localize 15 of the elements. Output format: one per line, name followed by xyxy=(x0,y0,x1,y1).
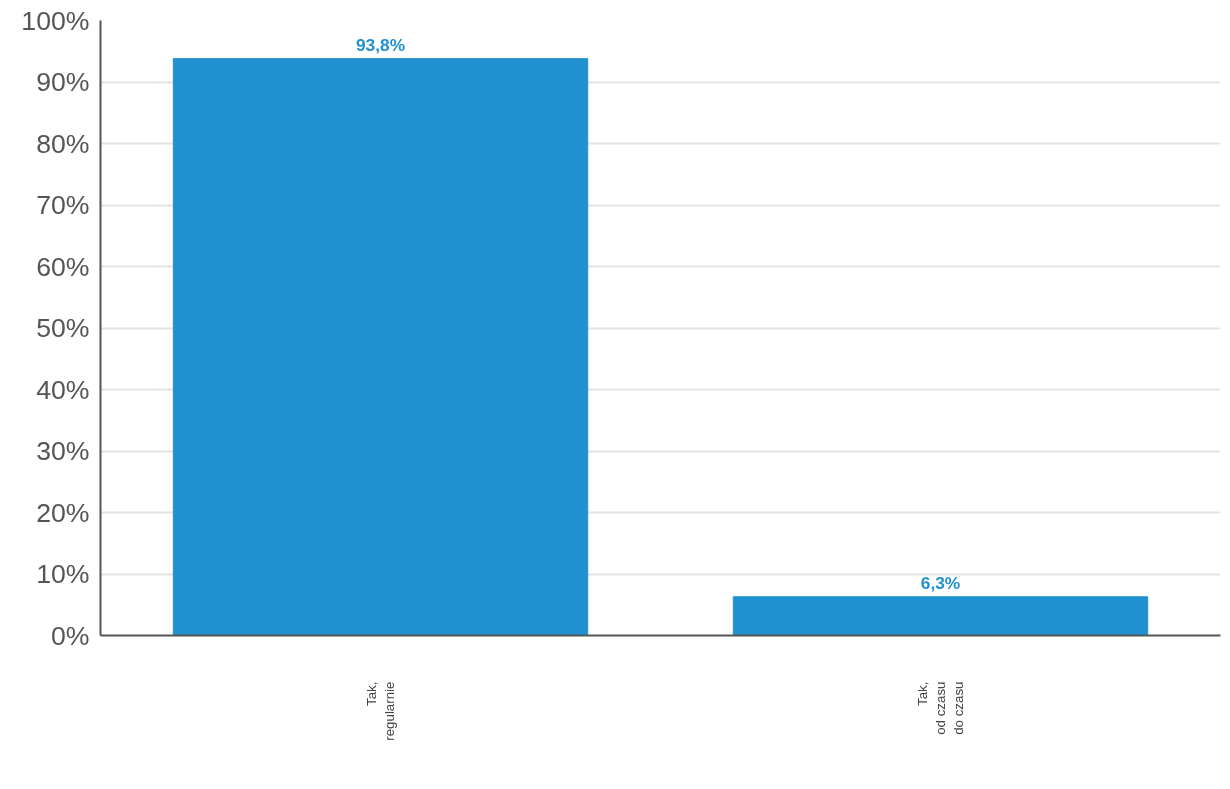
y-tick-label: 0% xyxy=(50,620,90,651)
y-tick-label: 20% xyxy=(36,497,90,528)
y-tick-label: 100% xyxy=(21,5,90,36)
y-tick-label: 80% xyxy=(36,128,90,159)
x-tick-label: Tak, od czasu do czasu xyxy=(915,681,966,735)
y-tick-label: 30% xyxy=(36,436,90,466)
y-tick-label: 90% xyxy=(36,67,90,97)
data-label: 6,3% xyxy=(920,572,961,593)
x-tick-label: Tak, regularnie xyxy=(364,681,397,741)
y-tick-label: 40% xyxy=(36,374,90,405)
y-tick-label: 60% xyxy=(36,251,90,282)
y-tick-label: 10% xyxy=(36,559,90,589)
data-label: 93,8% xyxy=(355,34,406,55)
y-tick-label: 50% xyxy=(36,313,90,343)
y-tick-label: 70% xyxy=(36,190,90,220)
